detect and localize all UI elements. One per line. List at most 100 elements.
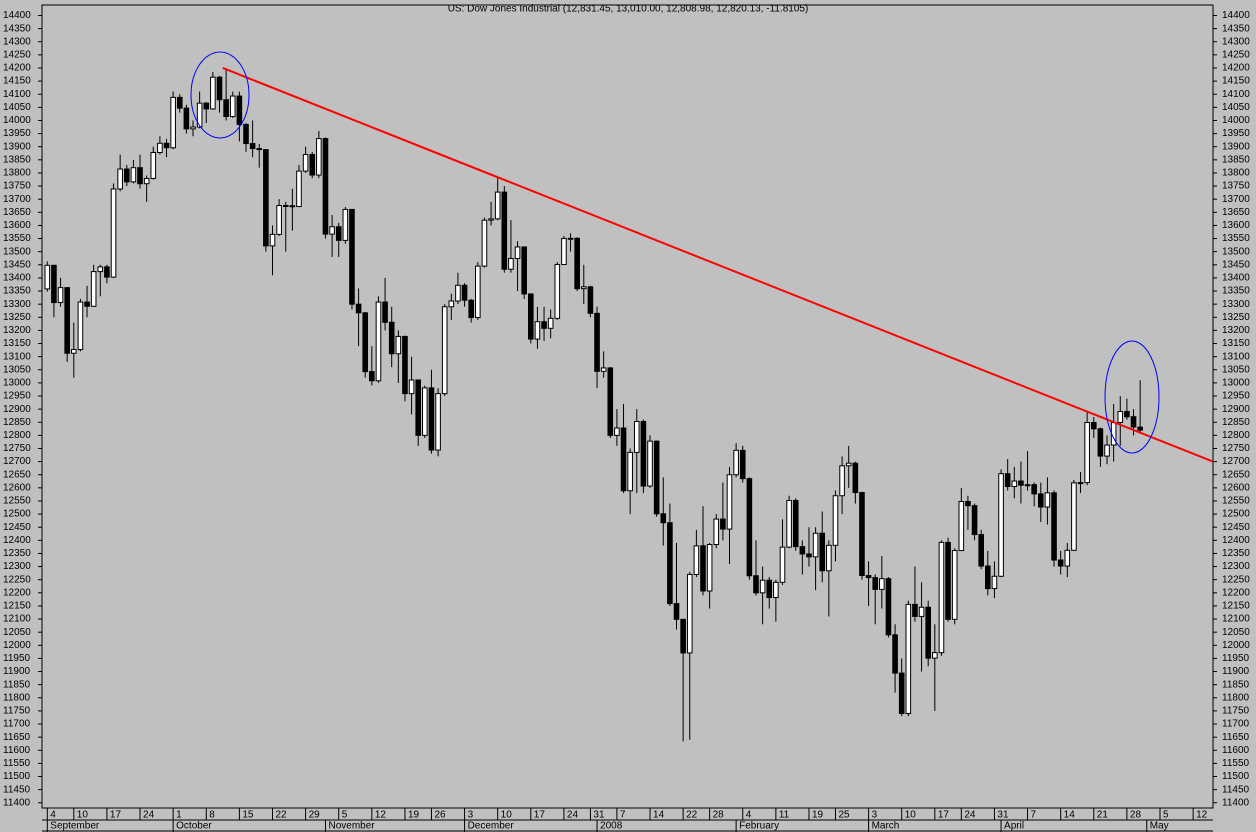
candle-body <box>355 303 362 314</box>
candle-body <box>852 462 859 494</box>
candle-body <box>488 218 494 221</box>
plot-frame <box>41 4 1214 809</box>
y-tick-label: 11600 <box>1222 745 1250 756</box>
candle-body <box>229 95 236 118</box>
candle-body <box>1044 492 1051 508</box>
x-tick-label: 28 <box>1130 810 1142 821</box>
y-tick-label: 12300 <box>3 561 31 572</box>
candle-body <box>1057 559 1064 567</box>
candle-body <box>448 300 455 308</box>
x-tick-label: 10 <box>501 810 513 821</box>
y-tick-label: 13650 <box>1222 207 1250 218</box>
candle-body <box>342 208 349 241</box>
candle-body <box>839 465 845 497</box>
candle-body <box>77 301 84 351</box>
y-tick-label: 12900 <box>1222 404 1250 415</box>
y-tick-label: 12850 <box>3 417 31 428</box>
candle-body <box>1117 410 1124 424</box>
x-tick-label: 3 <box>872 810 878 821</box>
candle-body <box>157 142 163 153</box>
y-tick-label: 13950 <box>1222 128 1250 139</box>
candle-body <box>733 449 739 476</box>
candle-body <box>620 427 627 492</box>
candle-body <box>388 321 395 355</box>
y-tick-label: 12250 <box>3 574 31 585</box>
x-tick-label: 7 <box>1031 810 1037 821</box>
y-tick-label: 12550 <box>3 496 31 507</box>
candle-body <box>713 518 720 546</box>
candle-body <box>945 541 951 620</box>
candle-body <box>693 545 700 575</box>
candle-body <box>1024 484 1031 487</box>
y-tick-label: 13100 <box>1222 351 1250 362</box>
candle-body <box>779 546 786 583</box>
candle-body <box>521 246 527 295</box>
x-tick-label: 19 <box>408 810 420 821</box>
x-tick-label: 3 <box>468 810 474 821</box>
candle-body <box>938 541 945 654</box>
candle-body <box>123 168 130 183</box>
month-label: December <box>468 821 515 832</box>
y-tick-label: 13750 <box>1222 181 1250 192</box>
candle-body <box>918 606 925 617</box>
y-tick-label: 12350 <box>1222 548 1250 559</box>
candle-body <box>196 102 203 128</box>
candle-body <box>57 287 64 304</box>
candle-body <box>958 500 965 552</box>
candle-body <box>766 579 773 599</box>
trendline <box>222 67 1214 463</box>
y-tick-label: 12000 <box>1222 640 1250 651</box>
y-tick-label: 12250 <box>1222 574 1250 585</box>
y-tick-label: 12900 <box>3 404 31 415</box>
y-tick-label: 14000 <box>3 115 31 126</box>
candle-body <box>163 142 170 149</box>
y-tick-label: 12050 <box>1222 627 1250 638</box>
y-tick-label: 12800 <box>3 430 31 441</box>
x-tick-label: 5 <box>1163 810 1169 821</box>
y-tick-label: 11700 <box>3 719 31 730</box>
candle-body <box>627 451 633 492</box>
x-tick-label: 17 <box>938 810 950 821</box>
candle-body <box>137 167 143 185</box>
x-tick-label: 7 <box>620 810 626 821</box>
candle-body <box>812 532 819 558</box>
y-tick-label: 13250 <box>3 312 31 323</box>
candle-body <box>176 96 183 109</box>
candle-body <box>1018 480 1024 486</box>
y-tick-label: 12950 <box>3 391 31 402</box>
candle-body <box>832 495 839 546</box>
y-tick-label: 13950 <box>3 128 31 139</box>
y-tick-label: 13600 <box>3 220 31 231</box>
candle-body <box>1104 444 1110 457</box>
candle-body <box>541 321 547 329</box>
y-tick-label: 14200 <box>1222 63 1250 74</box>
candle-body <box>269 233 276 247</box>
candle-body <box>64 287 70 354</box>
y-tick-label: 11900 <box>3 666 31 677</box>
candle-body <box>441 306 448 395</box>
candle-body <box>475 265 481 319</box>
candle-body <box>203 102 210 110</box>
candle-body <box>1090 422 1097 430</box>
y-tick-label: 14300 <box>3 36 31 47</box>
y-tick-label: 12600 <box>1222 482 1250 493</box>
candle-body <box>600 367 607 372</box>
candle-body <box>1071 482 1077 551</box>
x-tick-label: 5 <box>342 810 348 821</box>
candle-body <box>547 317 554 329</box>
y-tick-label: 12100 <box>3 614 31 625</box>
y-tick-label: 12200 <box>1222 587 1250 598</box>
candle-body <box>680 618 686 654</box>
y-tick-label: 12450 <box>1222 522 1250 533</box>
y-tick-label: 13500 <box>1222 246 1250 257</box>
y-tick-label: 13350 <box>3 286 31 297</box>
candle-body <box>481 219 488 267</box>
candle-body <box>408 379 415 395</box>
candle-body <box>912 603 918 617</box>
y-tick-label: 13550 <box>1222 233 1250 244</box>
y-tick-label: 11400 <box>3 797 31 808</box>
candle-body <box>289 205 296 208</box>
candle-body <box>435 393 441 451</box>
candle-body <box>455 284 461 302</box>
